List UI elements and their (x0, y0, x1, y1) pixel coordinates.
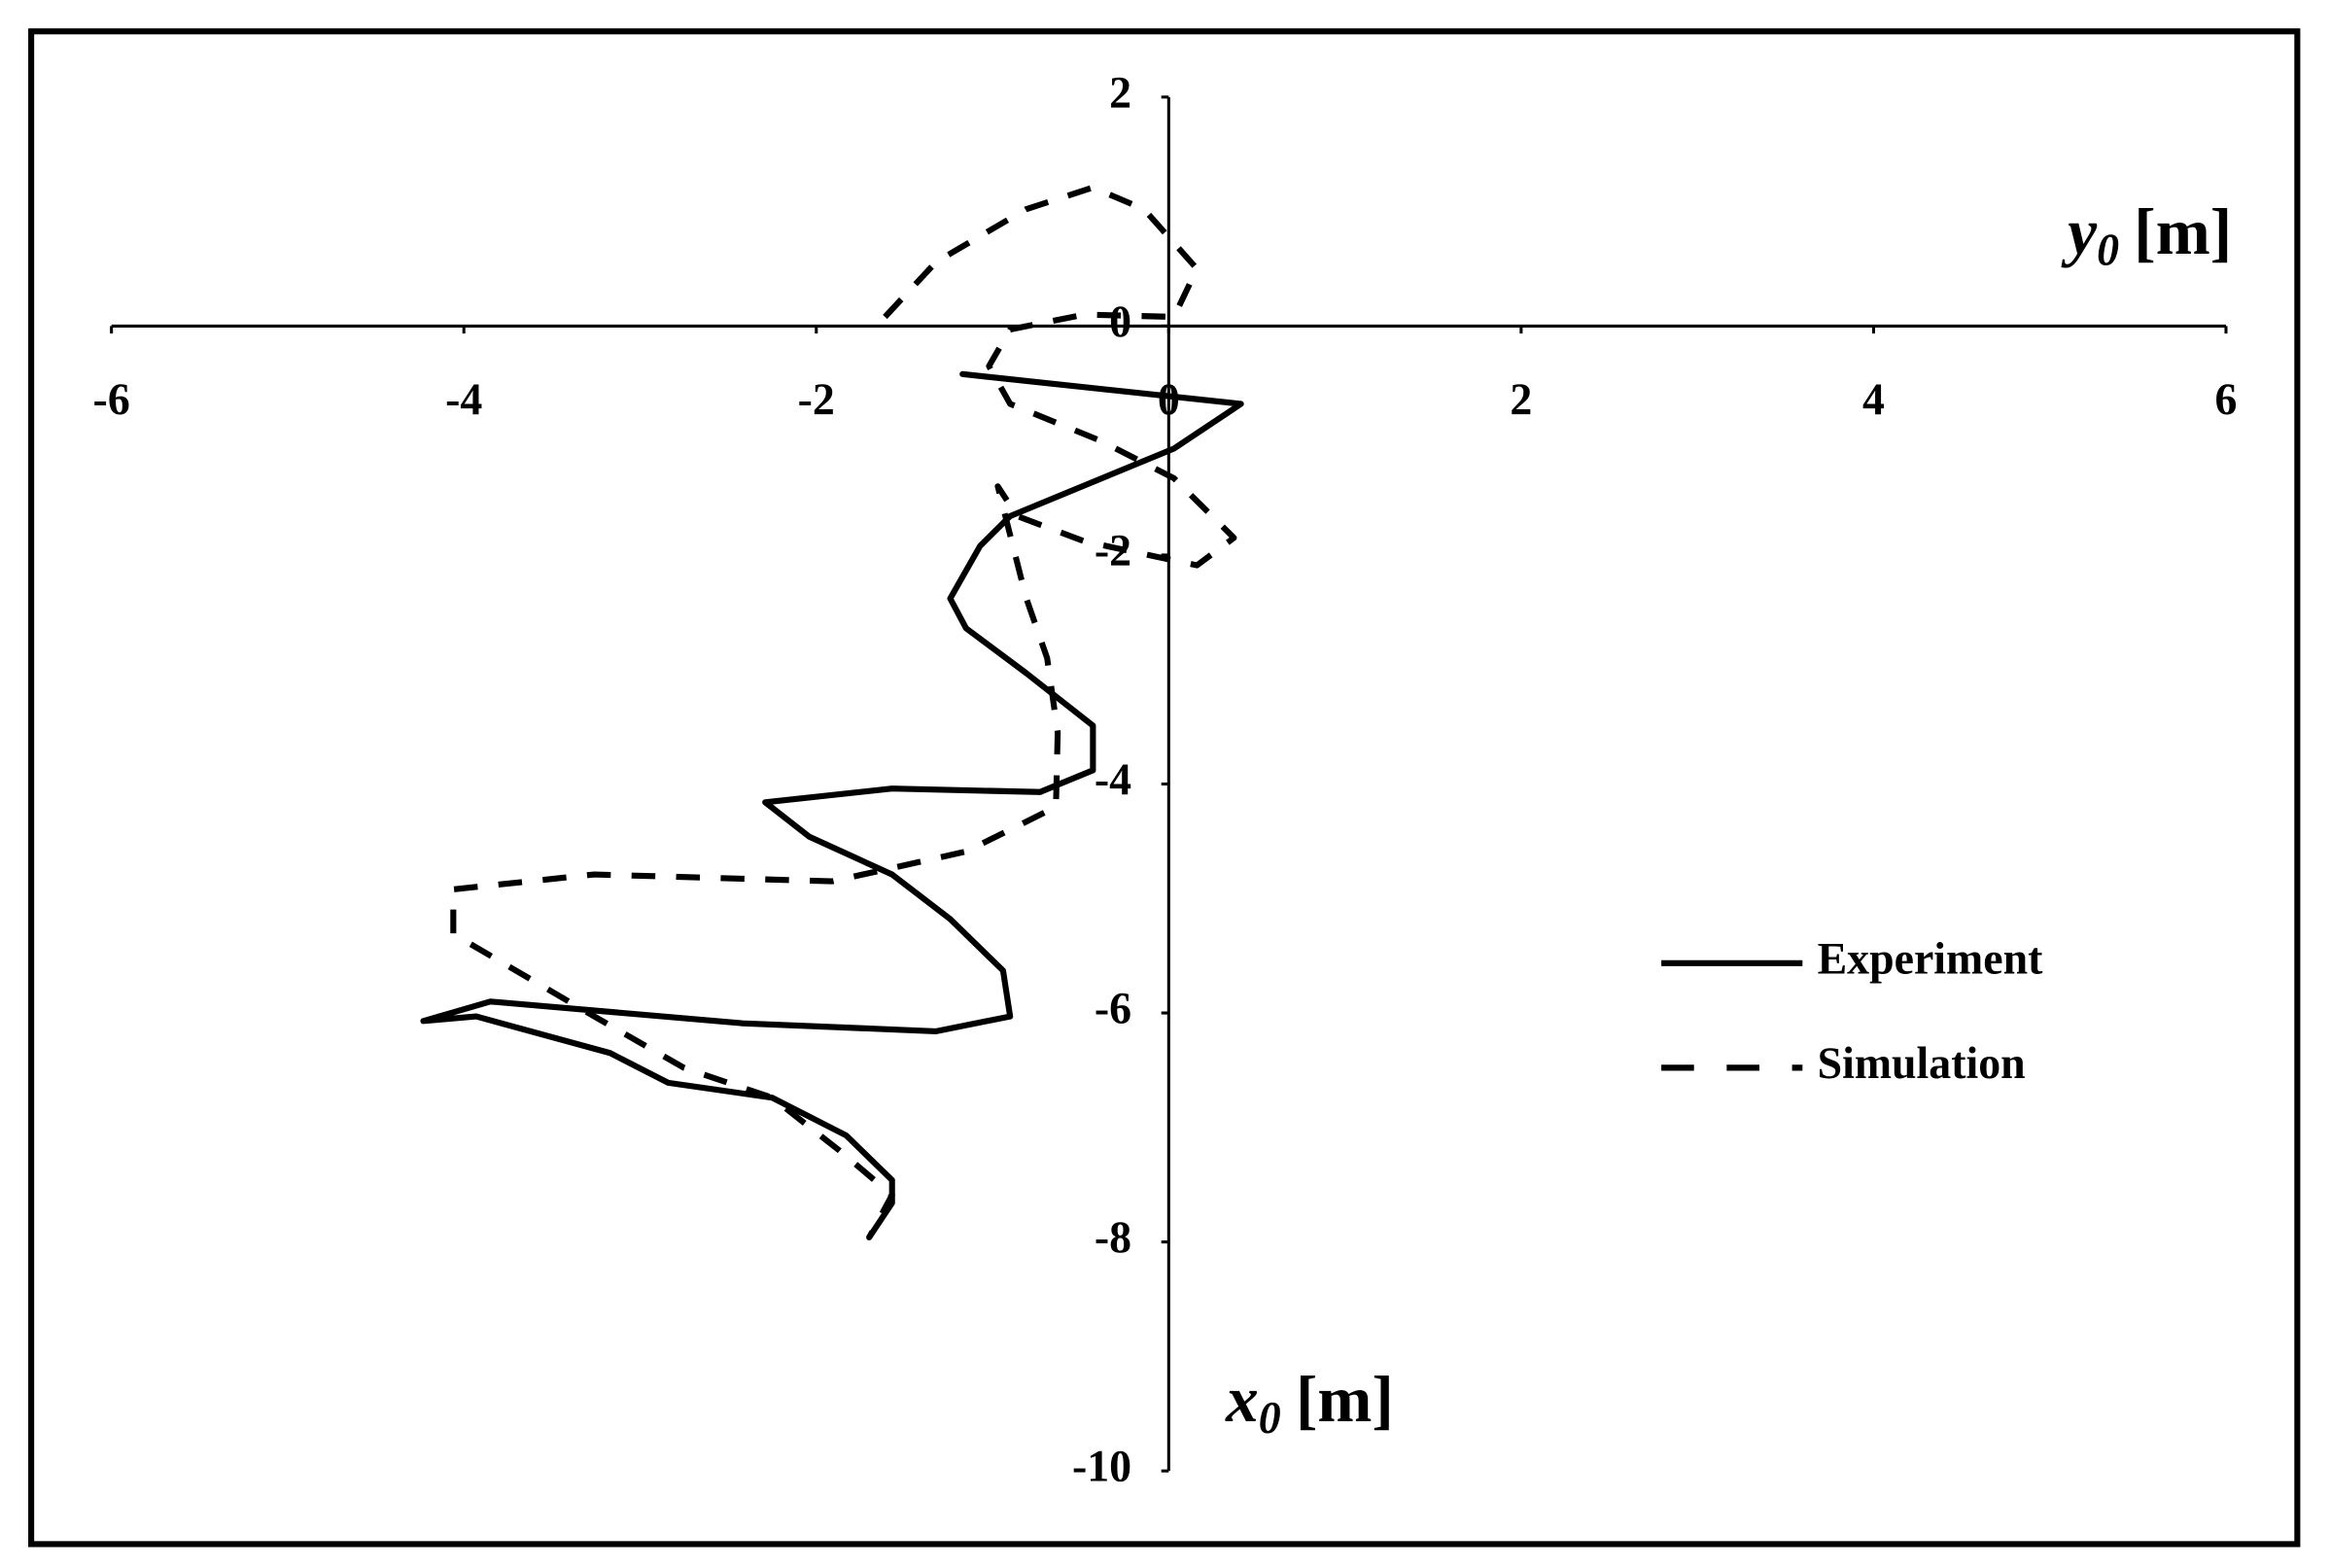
axis-symbol: x (1225, 1363, 1259, 1436)
axis-unit: [m] (1296, 1363, 1394, 1436)
x-tick-label: 2 (1510, 374, 1532, 424)
axis-subscript: 0 (2097, 225, 2119, 274)
x-axis-title: y0 [m] (2061, 195, 2232, 274)
y-tick-label: -8 (1095, 1212, 1131, 1262)
frame (28, 28, 2301, 1548)
axis-subscript: 0 (1259, 1392, 1281, 1442)
x-tick-label: -4 (445, 374, 482, 424)
x-tick-label: 4 (1862, 374, 1885, 424)
y-tick-label: -4 (1095, 754, 1131, 804)
y-axis-title: x0 [m] (1225, 1363, 1394, 1442)
series-line (420, 370, 1244, 1240)
y-tick-label: 0 (1109, 296, 1131, 346)
series-line (450, 184, 1237, 1239)
legend-label: Experiment (1818, 933, 2043, 983)
y-tick-label: 2 (1109, 67, 1131, 117)
axis-unit: [m] (2134, 195, 2232, 268)
axis-symbol: y (2061, 195, 2098, 268)
x-tick-label: -6 (93, 374, 130, 424)
legend-label: Simulation (1818, 1038, 2026, 1088)
x-tick-label: -2 (798, 374, 835, 424)
x-tick-label: 6 (2215, 374, 2238, 424)
y-tick-label: -10 (1072, 1442, 1131, 1491)
y-tick-label: -6 (1095, 984, 1131, 1033)
